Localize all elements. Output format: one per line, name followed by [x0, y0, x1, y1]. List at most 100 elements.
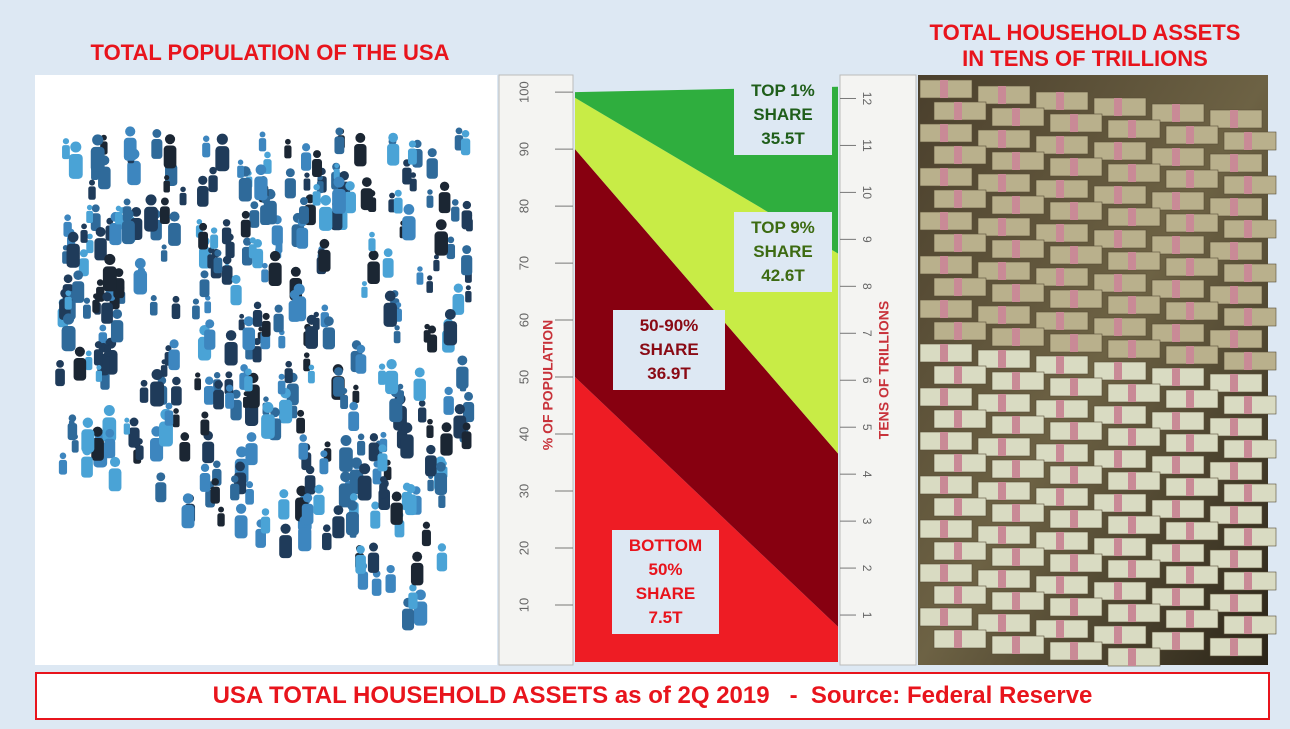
cash-band	[1128, 516, 1136, 534]
person-head	[426, 445, 435, 454]
person-body	[235, 515, 248, 538]
person-head	[320, 239, 330, 249]
person-body	[426, 281, 433, 293]
person-body	[115, 212, 122, 224]
cash-band	[1244, 484, 1252, 502]
person-body	[279, 535, 292, 558]
person-head	[300, 197, 308, 205]
cash-band	[998, 482, 1006, 500]
person-head	[64, 274, 73, 283]
person-head	[199, 223, 207, 231]
cash-band	[1230, 550, 1238, 568]
person-body	[422, 530, 431, 546]
cash-band	[1114, 582, 1122, 600]
person-head	[223, 256, 232, 265]
person-head	[457, 355, 467, 365]
person-head	[264, 152, 271, 159]
person-head	[183, 493, 193, 503]
cash-band	[1230, 638, 1238, 656]
person-body	[313, 495, 324, 515]
cash-band	[998, 130, 1006, 148]
person-head	[370, 433, 378, 441]
person-body	[124, 138, 137, 161]
cash-band	[1070, 642, 1078, 660]
person-head	[279, 489, 288, 498]
person-body	[122, 221, 135, 244]
person-body	[254, 176, 267, 200]
person-body	[465, 291, 471, 302]
y2-tick-label: 8	[860, 283, 874, 290]
y2-tick-label: 12	[860, 92, 874, 106]
person-body	[253, 310, 262, 327]
person-body	[214, 258, 223, 274]
person-body	[124, 423, 130, 434]
cash-band	[1070, 598, 1078, 616]
person-head	[193, 299, 199, 305]
person-head	[314, 312, 319, 317]
person-head	[151, 295, 157, 301]
cash-band	[1230, 286, 1238, 304]
person-head	[239, 314, 244, 319]
person-head	[180, 432, 189, 441]
cash-band	[1128, 560, 1136, 578]
person-body	[241, 220, 251, 238]
cash-band	[998, 438, 1006, 456]
person-head	[124, 418, 129, 423]
person-head	[218, 507, 224, 513]
person-head	[262, 508, 269, 515]
person-body	[394, 331, 401, 343]
cash-band	[1056, 312, 1064, 330]
person-body	[172, 304, 181, 319]
person-body	[200, 473, 210, 492]
person-head	[81, 223, 87, 229]
person-body	[394, 198, 403, 214]
person-head	[256, 164, 267, 175]
person-head	[56, 360, 64, 368]
person-head	[398, 384, 404, 390]
cash-band	[998, 570, 1006, 588]
cash-band	[1012, 504, 1020, 522]
person-head	[463, 201, 471, 209]
person-body	[210, 487, 219, 504]
person-head	[350, 493, 358, 501]
band-name: BOTTOM 50%	[618, 534, 713, 582]
person-body	[194, 378, 201, 390]
person-head	[427, 275, 432, 280]
person-head	[445, 387, 453, 395]
person-body	[313, 191, 321, 205]
person-head	[386, 359, 396, 369]
person-body	[405, 494, 416, 515]
person-head	[201, 464, 209, 472]
person-body	[72, 281, 84, 303]
person-body	[83, 305, 91, 319]
person-head	[455, 404, 465, 414]
band-name: TOP 9%	[740, 216, 826, 240]
person-body	[304, 179, 311, 191]
y2-tick-label: 1	[860, 612, 874, 619]
person-head	[369, 250, 379, 260]
share-label: SHARE	[619, 338, 719, 362]
cash-band	[1012, 152, 1020, 170]
person-head	[334, 505, 344, 515]
person-head	[68, 232, 79, 243]
person-body	[456, 367, 468, 389]
person-head	[369, 543, 378, 552]
person-head	[442, 422, 452, 432]
person-body	[411, 563, 423, 585]
person-head	[84, 298, 90, 304]
person-body	[101, 303, 113, 324]
person-body	[378, 371, 386, 385]
cash-band	[1114, 406, 1122, 424]
person-body	[285, 368, 293, 383]
cash-band	[1172, 456, 1180, 474]
person-body	[414, 379, 426, 401]
cash-band	[940, 476, 948, 494]
y-tick-label: 10	[516, 598, 531, 612]
person-head	[427, 189, 432, 194]
y2-tick-label: 7	[860, 330, 874, 337]
person-head	[203, 136, 209, 142]
value-label: 42.6T	[740, 264, 826, 288]
person-head	[152, 369, 163, 380]
footer: USA TOTAL HOUSEHOLD ASSETS as of 2Q 2019…	[35, 672, 1270, 720]
y2-tick-label: 2	[860, 565, 874, 572]
